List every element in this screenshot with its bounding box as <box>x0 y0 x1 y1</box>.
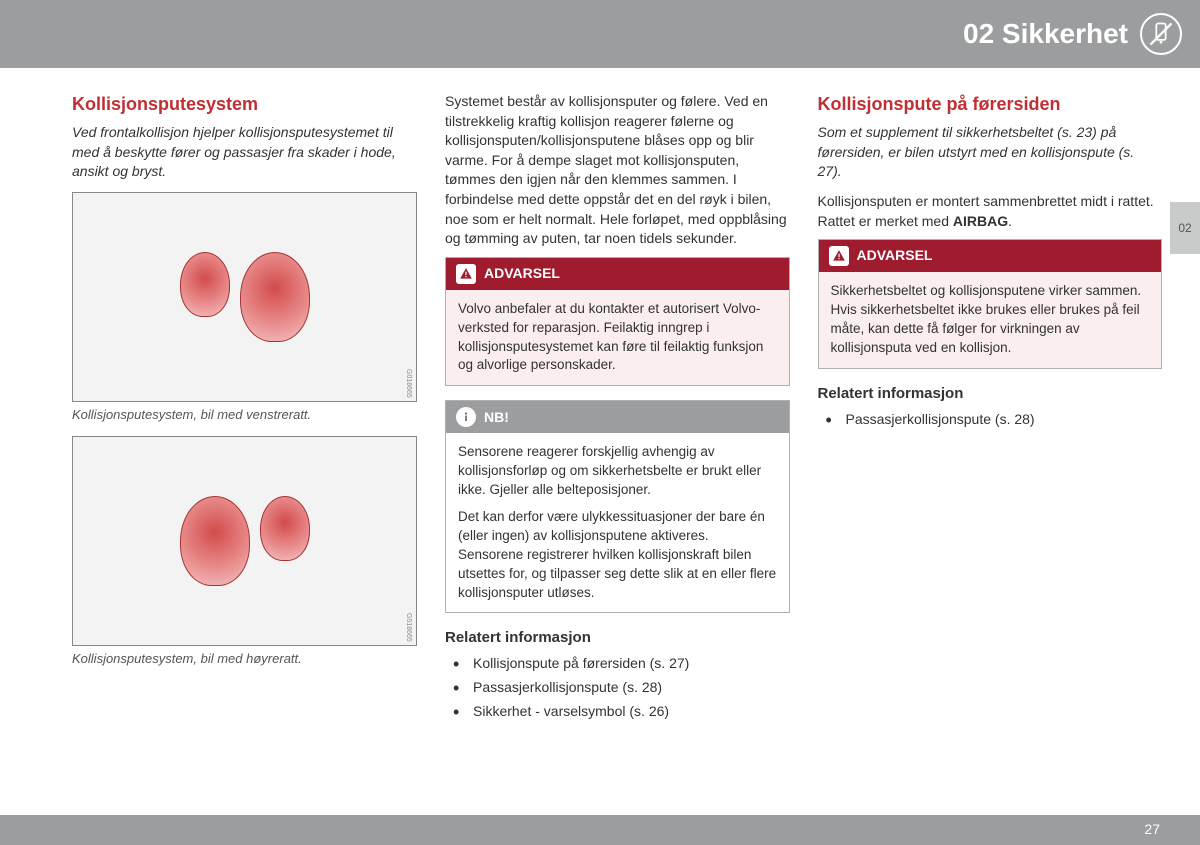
section-heading: Kollisjonsputesystem <box>72 92 417 117</box>
body-bold: AIRBAG <box>953 213 1008 229</box>
chapter-title: 02 Sikkerhet <box>963 14 1128 53</box>
warning-text: Sikkerhetsbeltet og kollisjonsputene vir… <box>831 282 1150 358</box>
warning-body: Volvo anbefaler at du kontakter et autor… <box>446 290 789 386</box>
content-area: Kollisjonsputesystem Ved frontalkollisjo… <box>72 92 1162 725</box>
warning-header: ADVARSEL <box>819 240 1162 272</box>
warning-icon <box>829 246 849 266</box>
airbag-shape <box>180 496 250 586</box>
related-item: Sikkerhet - varselsymbol (s. 26) <box>451 702 790 722</box>
page-footer: 27 <box>0 815 1200 845</box>
body-paragraph: Kollisjonsputen er montert sammenbrettet… <box>818 192 1163 231</box>
warning-title: ADVARSEL <box>484 264 560 284</box>
page-header: 02 Sikkerhet <box>0 0 1200 68</box>
related-list: Passasjerkollisjonspute (s. 28) <box>818 410 1163 430</box>
related-list: Kollisjonspute på førersiden (s. 27) Pas… <box>445 654 790 721</box>
lead-paragraph: Ved frontalkollisjon hjelper kollisjonsp… <box>72 123 417 182</box>
page-number: 27 <box>1144 820 1160 840</box>
lead-paragraph: Som et supplement til sikkerhetsbeltet (… <box>818 123 1163 182</box>
image-code: G018665 <box>403 369 413 398</box>
note-text: Sensorene reagerer forskjellig avhengig … <box>458 443 777 500</box>
warning-body: Sikkerhetsbeltet og kollisjonsputene vir… <box>819 272 1162 368</box>
info-icon <box>456 407 476 427</box>
related-item: Passasjerkollisjonspute (s. 28) <box>451 678 790 698</box>
warning-text: Volvo anbefaler at du kontakter et autor… <box>458 300 777 376</box>
column-1: Kollisjonsputesystem Ved frontalkollisjo… <box>72 92 417 725</box>
note-header: NB! <box>446 401 789 433</box>
figure-caption: Kollisjonsputesystem, bil med venstrerat… <box>72 406 417 424</box>
no-phone-icon <box>1140 13 1182 55</box>
column-2: Systemet består av kollisjonsputer og fø… <box>445 92 790 725</box>
figure-2: G018665 <box>72 436 417 646</box>
warning-box: ADVARSEL Sikkerhetsbeltet og kollisjonsp… <box>818 239 1163 369</box>
figure-caption: Kollisjonsputesystem, bil med høyreratt. <box>72 650 417 668</box>
note-title: NB! <box>484 408 509 428</box>
note-box: NB! Sensorene reagerer forskjellig avhen… <box>445 400 790 613</box>
note-text: Det kan derfor være ulykkessituasjoner d… <box>458 508 777 602</box>
related-heading: Relatert informasjon <box>818 383 1163 404</box>
warning-header: ADVARSEL <box>446 258 789 290</box>
note-body: Sensorene reagerer forskjellig avhengig … <box>446 433 789 612</box>
warning-title: ADVARSEL <box>857 246 933 266</box>
related-item: Kollisjonspute på førersiden (s. 27) <box>451 654 790 674</box>
airbag-shape <box>180 252 230 317</box>
body-text: . <box>1008 213 1012 229</box>
section-heading: Kollisjonspute på førersiden <box>818 92 1163 117</box>
column-3: Kollisjonspute på førersiden Som et supp… <box>818 92 1163 725</box>
figure-1: G018665 <box>72 192 417 402</box>
airbag-shape <box>240 252 310 342</box>
airbag-shape <box>260 496 310 561</box>
airbag-illustration <box>180 496 310 586</box>
body-paragraph: Systemet består av kollisjonsputer og fø… <box>445 92 790 249</box>
related-heading: Relatert informasjon <box>445 627 790 648</box>
image-code: G018665 <box>403 613 413 642</box>
chapter-tab: 02 <box>1170 202 1200 254</box>
warning-box: ADVARSEL Volvo anbefaler at du kontakter… <box>445 257 790 387</box>
related-item: Passasjerkollisjonspute (s. 28) <box>824 410 1163 430</box>
airbag-illustration <box>180 252 310 342</box>
warning-icon <box>456 264 476 284</box>
